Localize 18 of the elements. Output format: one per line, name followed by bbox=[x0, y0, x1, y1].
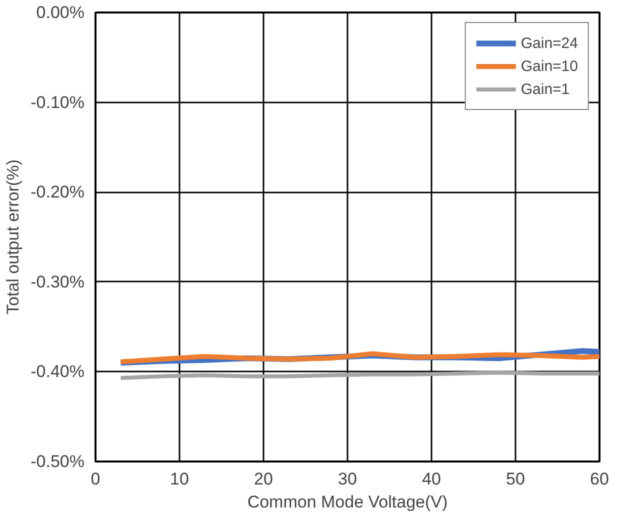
y-tick-label: -0.30% bbox=[30, 272, 85, 292]
y-tick-label: -0.40% bbox=[30, 362, 85, 382]
legend-label: Gain=1 bbox=[520, 80, 570, 98]
y-tick-label: -0.10% bbox=[30, 92, 85, 112]
x-tick-label: 50 bbox=[506, 470, 525, 488]
x-axis-title: Common Mode Voltage(V) bbox=[247, 492, 448, 512]
x-tick-label: 20 bbox=[254, 470, 273, 488]
legend-label: Gain=24 bbox=[520, 34, 578, 52]
x-tick-label: 40 bbox=[422, 470, 441, 488]
y-tick-label: 0.00% bbox=[36, 3, 84, 22]
y-tick-label: -0.20% bbox=[30, 182, 85, 202]
legend-label: Gain=10 bbox=[520, 58, 578, 74]
x-tick-label: 0 bbox=[90, 470, 100, 488]
x-tick-label: 30 bbox=[338, 470, 357, 488]
y-tick-label: -0.50% bbox=[30, 452, 85, 471]
x-tick-label: 10 bbox=[170, 470, 189, 488]
y-axis-title: Total output error(%) bbox=[4, 160, 23, 314]
x-tick-label: 60 bbox=[590, 470, 609, 488]
